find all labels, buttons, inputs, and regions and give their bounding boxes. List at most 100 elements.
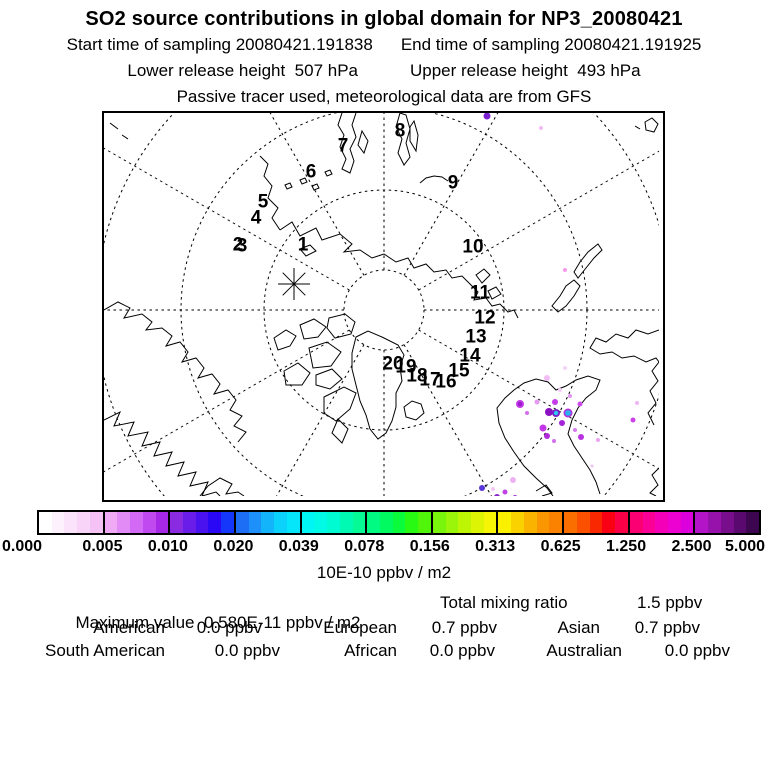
region-label-south-american: South American (44, 641, 165, 660)
colorbar-segment (562, 512, 628, 533)
concentration-blob (558, 388, 562, 392)
page-title: SO2 source contributions in global domai… (0, 8, 768, 31)
meridian-line (418, 150, 659, 291)
concentration-blob (568, 394, 572, 398)
concentration-blob (577, 401, 583, 407)
coastline (487, 286, 502, 300)
colorbar-strip (286, 512, 300, 533)
colorbar-strip (130, 512, 143, 533)
coastline (283, 362, 311, 386)
colorbar-strip (445, 512, 459, 533)
concentration-blob (630, 417, 636, 423)
polar-map: 1 2 3 4 5 6 7 8 9 10 11 12 13 14 15 16 17 18 19 20 (102, 111, 665, 502)
upper-release-text: Upper release height 493 hPa (410, 61, 641, 80)
trajectory-point-label: 12 (474, 308, 495, 329)
colorbar-strip (458, 512, 472, 533)
colorbar-strip (629, 512, 643, 533)
region-label-australian: Australian (546, 641, 622, 660)
meridian-line (104, 329, 350, 473)
trajectory-point-label: 19 (395, 357, 416, 378)
colorbar-tick: 0.078 (344, 538, 385, 555)
colorbar-strip (564, 512, 577, 533)
concentration-blob (525, 411, 529, 415)
concentration-blob (578, 434, 584, 440)
colorbar-tick: 0.156 (409, 538, 450, 555)
concentration-blob (573, 428, 577, 432)
coastline (299, 177, 308, 185)
colorbar-strip (261, 512, 275, 533)
coastline (395, 113, 411, 166)
concentration-blob (483, 113, 491, 120)
colorbar-strip (64, 512, 78, 533)
coastline (634, 125, 641, 130)
colorbar-strip (392, 512, 406, 533)
concentration-blob (544, 433, 550, 439)
maximum-value: 0.580E-11 ppbv / m2 (203, 613, 361, 632)
colorbar-strip (483, 512, 497, 533)
meridian-line (269, 113, 365, 276)
sampling-times-line: Start time of sampling 20080421.191838 E… (0, 35, 768, 55)
region-value-south-american: 0.0 ppbv (214, 641, 280, 660)
coastline (299, 318, 327, 340)
coastline (323, 386, 357, 422)
concentration-blob (539, 424, 547, 432)
colorbar-strip (536, 512, 550, 533)
meridian-line (403, 113, 499, 276)
colorbar-strip (104, 512, 118, 533)
concentration-blob (510, 477, 516, 483)
concentration-blob (596, 438, 600, 442)
coastline (311, 183, 320, 191)
colorbar-segment (299, 512, 366, 533)
tracer-note-text: Passive tracer used, meteorological data… (176, 87, 592, 106)
trajectory-point-label: 5 (258, 192, 269, 213)
colorbar-strip (301, 512, 315, 533)
colorbar-strip (523, 512, 537, 533)
trajectory-point-label: 14 (459, 346, 481, 367)
concentration-blob (563, 268, 567, 272)
concentration-blob (534, 399, 540, 405)
meridian-line (276, 344, 365, 496)
trajectory-point-label: 10 (462, 237, 483, 258)
colorbar-tick: 0.625 (540, 538, 581, 555)
coastline (351, 330, 405, 440)
colorbar-strip (405, 512, 419, 533)
coastline (573, 243, 603, 279)
colorbar-tick: 5.000 (724, 538, 766, 555)
coastline (104, 410, 221, 496)
colorbar-strip (208, 512, 222, 533)
coastline (535, 484, 553, 496)
trajectory-point-label: 15 (448, 361, 470, 382)
coastlines (104, 113, 659, 496)
colorbar-tick: 0.020 (213, 538, 254, 555)
colorbar-strip (432, 512, 446, 533)
colorbar-strip (352, 512, 366, 533)
coastline (589, 329, 659, 363)
concentration-blob (565, 410, 571, 416)
meridian-line (418, 329, 659, 470)
region-value-african: 0.0 ppbv (429, 641, 495, 660)
region-label-asian: Asian (557, 618, 600, 637)
colorbar-strip (327, 512, 340, 533)
colorbar (37, 510, 761, 535)
trajectory-point-label: 17 (419, 370, 440, 391)
concentration-blob (635, 401, 639, 405)
release-heights-line: Lower release height 507 hPa Upper relea… (0, 61, 768, 81)
concentration-blob (590, 464, 594, 468)
concentration-blob (512, 495, 518, 496)
colorbar-segment (627, 512, 694, 533)
colorbar-segment (693, 512, 760, 533)
colorbar-segment (102, 512, 169, 533)
meridian-line (104, 147, 350, 291)
coastline (419, 175, 449, 184)
colorbar-tick: 0.000 (1, 538, 43, 555)
colorbar-tick-labels: 0.000 0.005 0.010 0.020 0.039 0.078 0.156 0.313… (0, 538, 768, 558)
coastline (273, 329, 297, 351)
trajectory-point-label: 3 (237, 236, 248, 257)
colorbar-strip (746, 512, 760, 533)
colorbar-strip (39, 512, 52, 533)
colorbar-strip (274, 512, 287, 533)
colorbar-strip (235, 512, 249, 533)
meridian-line (403, 344, 492, 496)
coastline (647, 361, 659, 426)
